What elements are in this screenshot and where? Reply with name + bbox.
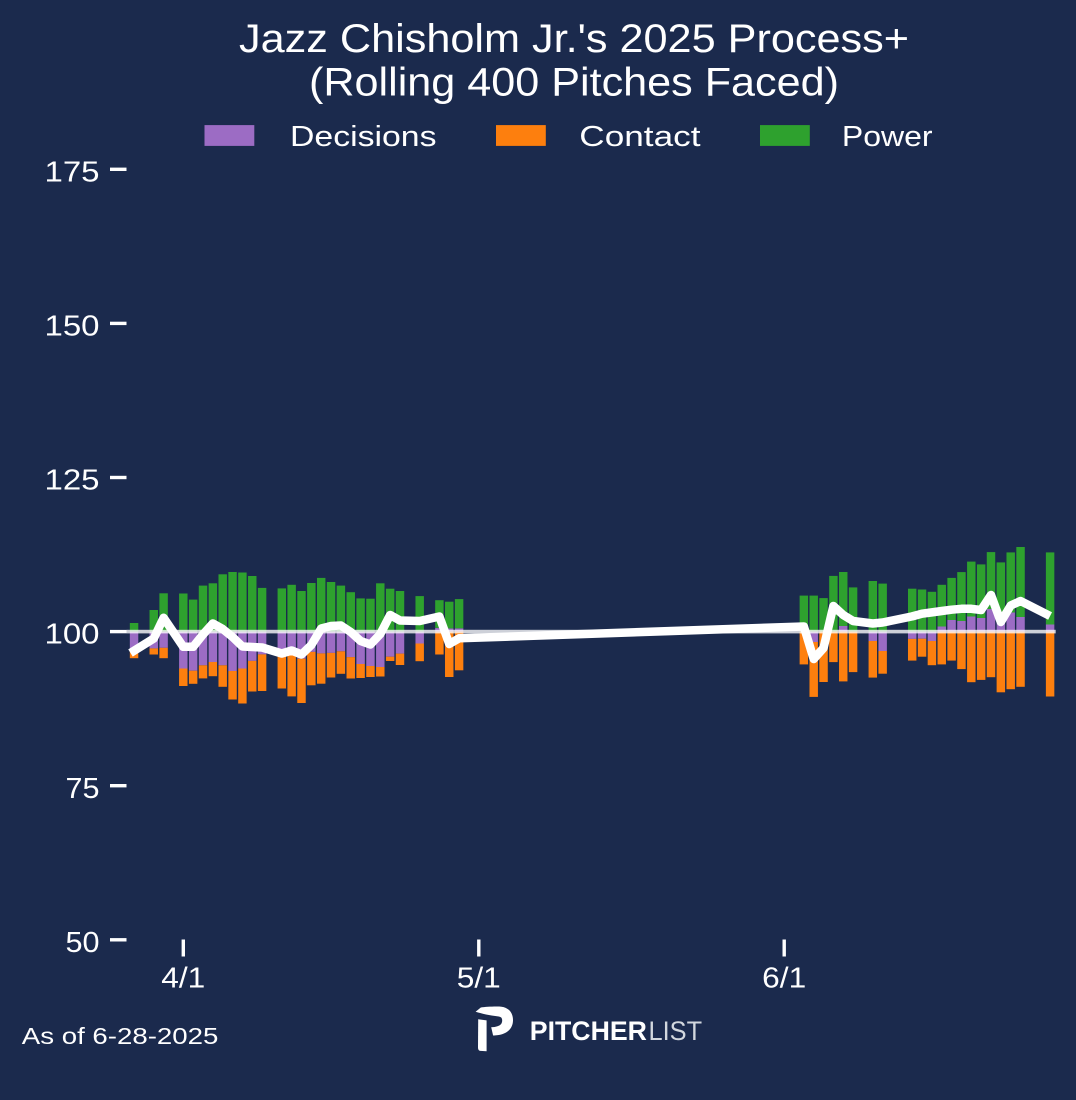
svg-text:50: 50	[66, 927, 100, 959]
svg-text:6/1: 6/1	[762, 963, 806, 995]
svg-text:5/1: 5/1	[457, 963, 501, 995]
svg-text:Decisions: Decisions	[290, 121, 437, 153]
svg-text:125: 125	[45, 465, 100, 497]
svg-text:Power: Power	[842, 121, 933, 153]
svg-text:4/1: 4/1	[161, 963, 205, 995]
svg-text:PITCHER: PITCHER	[530, 1016, 647, 1046]
svg-text:175: 175	[45, 156, 100, 188]
svg-text:(Rolling 400 Pitches Faced): (Rolling 400 Pitches Faced)	[309, 61, 839, 105]
svg-text:Jazz Chisholm Jr.'s 2025 Proce: Jazz Chisholm Jr.'s 2025 Process+	[239, 17, 909, 61]
svg-text:Contact: Contact	[579, 121, 700, 153]
svg-text:150: 150	[45, 311, 100, 343]
svg-text:75: 75	[66, 773, 100, 805]
svg-text:As of 6-28-2025: As of 6-28-2025	[22, 1023, 219, 1049]
svg-text:100: 100	[45, 619, 100, 651]
svg-text:LIST: LIST	[649, 1016, 703, 1046]
